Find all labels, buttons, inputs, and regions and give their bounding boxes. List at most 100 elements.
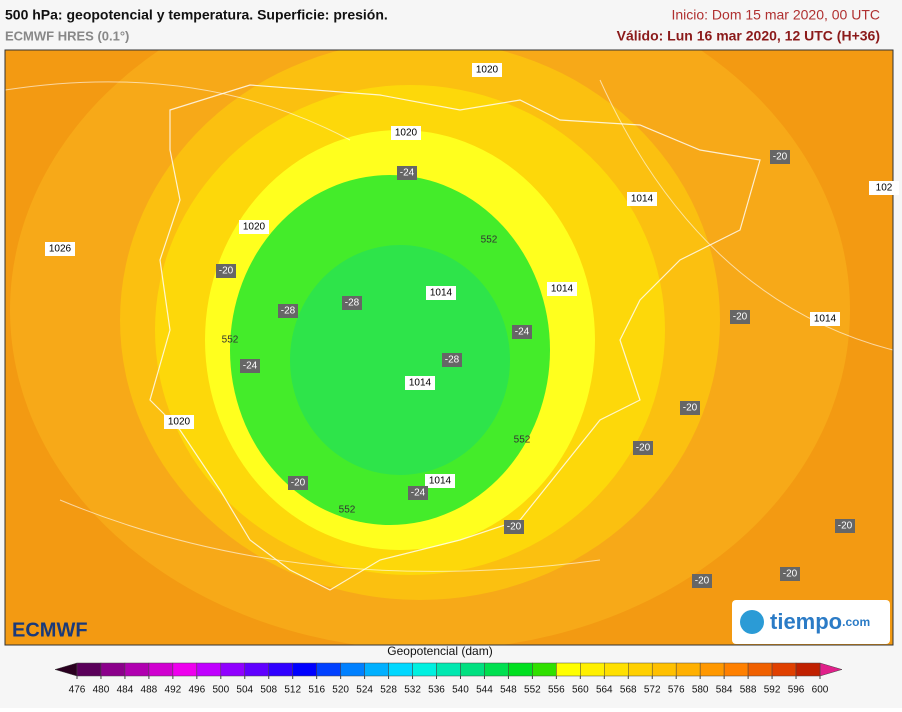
pressure-label-box — [472, 63, 502, 77]
temperature-label: -28 — [281, 306, 296, 317]
colorbar-tick-label: 500 — [212, 685, 229, 696]
colorbar: 476 480 484 488 492 496 500 504 508 512 516 520 524 5… — [54, 662, 843, 696]
colorbar-bin — [244, 662, 269, 677]
colorbar-bin — [436, 662, 461, 677]
colorbar-tick-label: 532 — [404, 685, 421, 696]
temperature-label-box — [240, 359, 260, 373]
pressure-label: 1014 — [429, 476, 452, 487]
temperature-label: -20 — [695, 576, 710, 587]
temperature-label-box — [408, 486, 428, 500]
colorbar-tick-label: 476 — [69, 685, 86, 696]
colorbar-tick-label: 572 — [644, 685, 661, 696]
colorbar-bin — [460, 662, 485, 677]
map-frame — [4, 49, 894, 646]
temperature-label-box — [835, 519, 855, 533]
colorbar-bin — [388, 662, 413, 677]
temperature-label: -20 — [773, 152, 788, 163]
colorbar-bin — [723, 662, 749, 677]
colorbar-bin — [76, 662, 102, 677]
colorbar-tick-label: 484 — [117, 685, 134, 696]
pressure-label: 1026 — [49, 244, 72, 255]
colorbar-tick-label: 496 — [188, 685, 205, 696]
temperature-label: -20 — [838, 521, 853, 532]
pressure-label-box — [239, 220, 269, 234]
temperature-label: -28 — [445, 355, 460, 366]
temperature-label: -24 — [411, 488, 426, 499]
colorbar-tick-label: 492 — [165, 685, 182, 696]
colorbar-bin — [675, 662, 701, 677]
colorbar-tick-label: 580 — [692, 685, 709, 696]
map: 1020 1020 1026 1020 1014 1014 1014 1014 1014 1020… — [4, 49, 899, 646]
temperature-label: -20 — [507, 522, 522, 533]
logo-ecmwf: ECMWF — [12, 619, 88, 641]
temperature-label-box — [680, 401, 700, 415]
colorbar-bin — [747, 662, 773, 677]
colorbar-bin — [172, 662, 198, 677]
contour-label: 552 — [514, 435, 531, 446]
colorbar-tick-label: 584 — [716, 685, 733, 696]
temperature-label: -20 — [219, 266, 234, 277]
colorbar-tick-label: 520 — [332, 685, 349, 696]
pressure-label: 1020 — [395, 128, 418, 139]
logo-icon — [740, 610, 764, 634]
pressure-label-box — [627, 192, 657, 206]
temperature-label: -20 — [733, 312, 748, 323]
colorbar-bin — [580, 662, 605, 677]
colorbar-tick-label: 592 — [764, 685, 781, 696]
temperature-label-box — [397, 166, 417, 180]
colorbar-tick-label: 564 — [596, 685, 613, 696]
colorbar-tick-label: 508 — [260, 685, 277, 696]
pressure-label: 1020 — [243, 222, 266, 233]
temperature-label-box — [504, 520, 524, 534]
temperature-label-box — [780, 567, 800, 581]
colorbar-tick-label: 576 — [668, 685, 685, 696]
colorbar-bin — [651, 662, 677, 677]
colorbar-bin — [795, 662, 821, 677]
colorbar-bin — [556, 662, 581, 677]
pressure-label: 102 — [876, 183, 893, 194]
colorbar-tick-label: 596 — [788, 685, 805, 696]
model: ECMWF HRES (0.1°) — [5, 28, 129, 43]
pressure-label-box — [547, 282, 577, 296]
colorbar-bin — [364, 662, 389, 677]
coastline — [149, 84, 761, 591]
colorbar-bin — [316, 662, 341, 677]
pressure-label: 1014 — [551, 284, 574, 295]
logo-tiempo: tiempo.com — [770, 609, 870, 634]
temperature-label-box — [278, 304, 298, 318]
colorbar-tick-label: 548 — [500, 685, 517, 696]
colorbar-tick-label: 540 — [452, 685, 469, 696]
colorbar-tick-label: 600 — [812, 685, 829, 696]
contour-label: 552 — [222, 335, 239, 346]
temperature-label-box — [512, 325, 532, 339]
temperature-label-box — [692, 574, 712, 588]
temperature-label-box — [288, 476, 308, 490]
pressure-label: 1020 — [476, 65, 499, 76]
colorbar-tick-label: 588 — [740, 685, 757, 696]
legend-title: Geopotencial (dam) — [387, 644, 492, 658]
temperature-label-box — [442, 353, 462, 367]
temperature-label-box — [633, 441, 653, 455]
temperature-label: -24 — [400, 168, 415, 179]
pressure-label-box — [869, 181, 899, 195]
pressure-label-box — [164, 415, 194, 429]
colorbar-bin — [604, 662, 629, 677]
colorbar-tick-label: 536 — [428, 685, 445, 696]
colorbar-bin — [124, 662, 150, 677]
valid-time: Válido: Lun 16 mar 2020, 12 UTC (H+36) — [617, 28, 880, 44]
pressure-label: 1014 — [814, 314, 837, 325]
map-labels: 1020 1020 1026 1020 1014 1014 1014 1014 1014 1020… — [45, 63, 899, 588]
colorbar-bin — [148, 662, 174, 677]
logo-word: tiempo — [770, 609, 842, 634]
pressure-label-box — [45, 242, 75, 256]
contour-label: 552 — [481, 235, 498, 246]
colorbar-bin — [699, 662, 725, 677]
colorbar-bin — [196, 662, 222, 677]
colorbar-tick-label: 504 — [236, 685, 253, 696]
colorbar-tick-label: 556 — [548, 685, 565, 696]
pressure-label: 1014 — [430, 288, 453, 299]
logo-suffix: .com — [842, 615, 870, 629]
pressure-label-box — [405, 376, 435, 390]
pressure-label: 1020 — [168, 417, 191, 428]
contour-label: 552 — [339, 505, 356, 516]
